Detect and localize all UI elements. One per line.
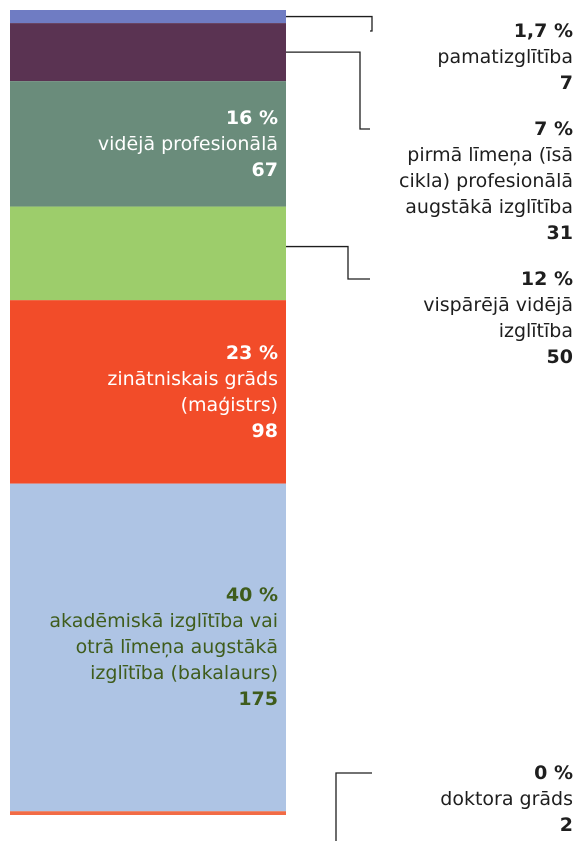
value-label: 2 — [559, 814, 573, 836]
segment — [10, 23, 286, 82]
segment — [10, 300, 286, 484]
segment-label: 1,7 % pamatizglītība 7 — [378, 18, 573, 96]
value-label: 67 — [251, 158, 278, 181]
segment — [10, 483, 286, 812]
segment — [10, 811, 286, 815]
percent-label: 40 % — [225, 584, 278, 607]
category-name: akadēmiskā izglītība vai otrā līmeņa aug… — [49, 610, 278, 685]
percent-label: 12 % — [520, 268, 573, 290]
category-name: pamatizglītība — [437, 46, 573, 68]
segment-label: 23 % zinātniskais grāds (maģistrs) 98 — [10, 340, 278, 444]
segment-label: 40 % akadēmiskā izglītība vai otrā līmeņa… — [10, 582, 278, 712]
value-label: 175 — [238, 688, 278, 711]
leader-line — [335, 772, 372, 841]
percent-label: 1,7 % — [513, 20, 573, 42]
value-label: 7 — [559, 72, 573, 94]
value-label: 98 — [251, 419, 278, 442]
segment-label: 12 % vispārējā vidējā izglītība 50 — [378, 266, 573, 370]
category-name: vidējā profesionālā — [97, 132, 278, 155]
leader-line — [286, 51, 370, 130]
leader-line — [286, 245, 370, 280]
segment-label: 7 % pirmā līmeņa (īsā cikla) profesionālā… — [378, 116, 573, 246]
value-label: 31 — [546, 222, 573, 244]
percent-label: 16 % — [225, 106, 278, 129]
percent-label: 23 % — [225, 341, 278, 364]
segment-label: 16 % vidējā profesionālā 67 — [10, 105, 278, 183]
category-name: doktora grāds — [440, 788, 573, 810]
leader-line — [286, 15, 373, 32]
segment-label: 0 % doktora grāds 2 — [378, 760, 573, 838]
segment — [10, 10, 286, 24]
segment — [10, 206, 286, 301]
value-label: 50 — [546, 346, 573, 368]
percent-label: 0 % — [534, 762, 573, 784]
segment — [10, 81, 286, 207]
category-name: pirmā līmeņa (īsā cikla) profesionālā au… — [399, 144, 573, 218]
percent-label: 7 % — [534, 118, 573, 140]
category-name: vispārējā vidējā izglītība — [423, 294, 573, 342]
category-name: zinātniskais grāds (maģistrs) — [107, 367, 278, 416]
